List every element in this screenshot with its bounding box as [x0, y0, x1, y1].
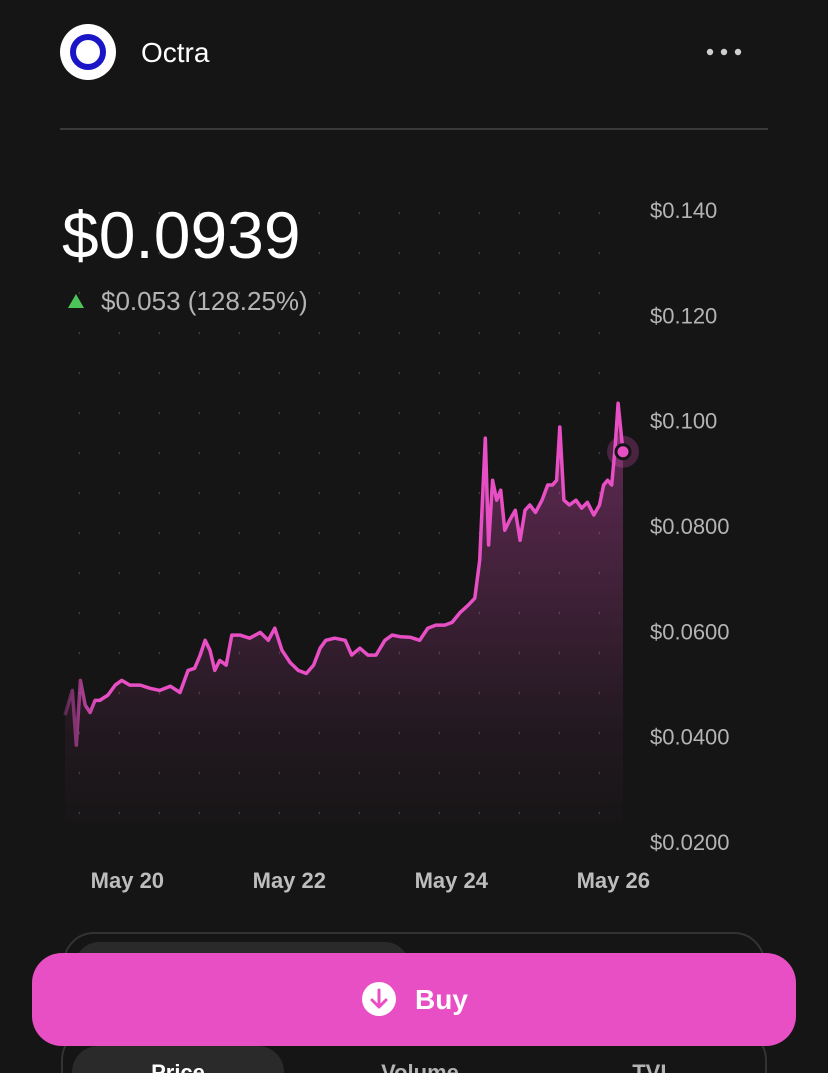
tab-selected [72, 1046, 284, 1073]
buy-label: Buy [415, 984, 468, 1015]
x-tick-label: May 26 [577, 868, 650, 893]
y-tick-label: $0.120 [650, 303, 717, 328]
y-tick-label: $0.140 [650, 198, 717, 223]
y-tick-label: $0.0600 [650, 619, 730, 644]
y-tick-label: $0.0800 [650, 514, 730, 539]
more-menu[interactable] [706, 48, 742, 56]
logo-ring [70, 34, 106, 70]
chart: $0.140 $0.120 $0.100 $0.0800 $0.0600 $0.0400 $… [63, 198, 730, 893]
y-tick-label: $0.0400 [650, 725, 730, 750]
price-change: $0.053 (128.25%) [101, 286, 308, 316]
y-tick-label: $0.100 [650, 409, 717, 434]
token-name: Octra [141, 37, 210, 68]
price: $0.0939 [62, 198, 301, 272]
menu-dot [720, 48, 728, 56]
x-tick-label: May 24 [415, 868, 489, 893]
menu-dot [706, 48, 714, 56]
y-tick-label: $0.0200 [650, 830, 730, 855]
x-tick-label: May 22 [253, 868, 326, 893]
buy-icon-arrow [370, 988, 388, 1009]
price-line [63, 401, 625, 747]
x-tick-label: May 20 [91, 868, 164, 893]
menu-dot [734, 48, 742, 56]
tab[interactable]: Volume [381, 1060, 459, 1073]
buy-button-bg [32, 953, 796, 1046]
tab[interactable]: TVL [632, 1060, 674, 1073]
logo [60, 24, 116, 80]
tab[interactable]: Price [151, 1060, 205, 1073]
up-arrow [68, 294, 84, 308]
last-point [614, 443, 632, 461]
buy-button[interactable]: Buy [32, 953, 796, 1046]
